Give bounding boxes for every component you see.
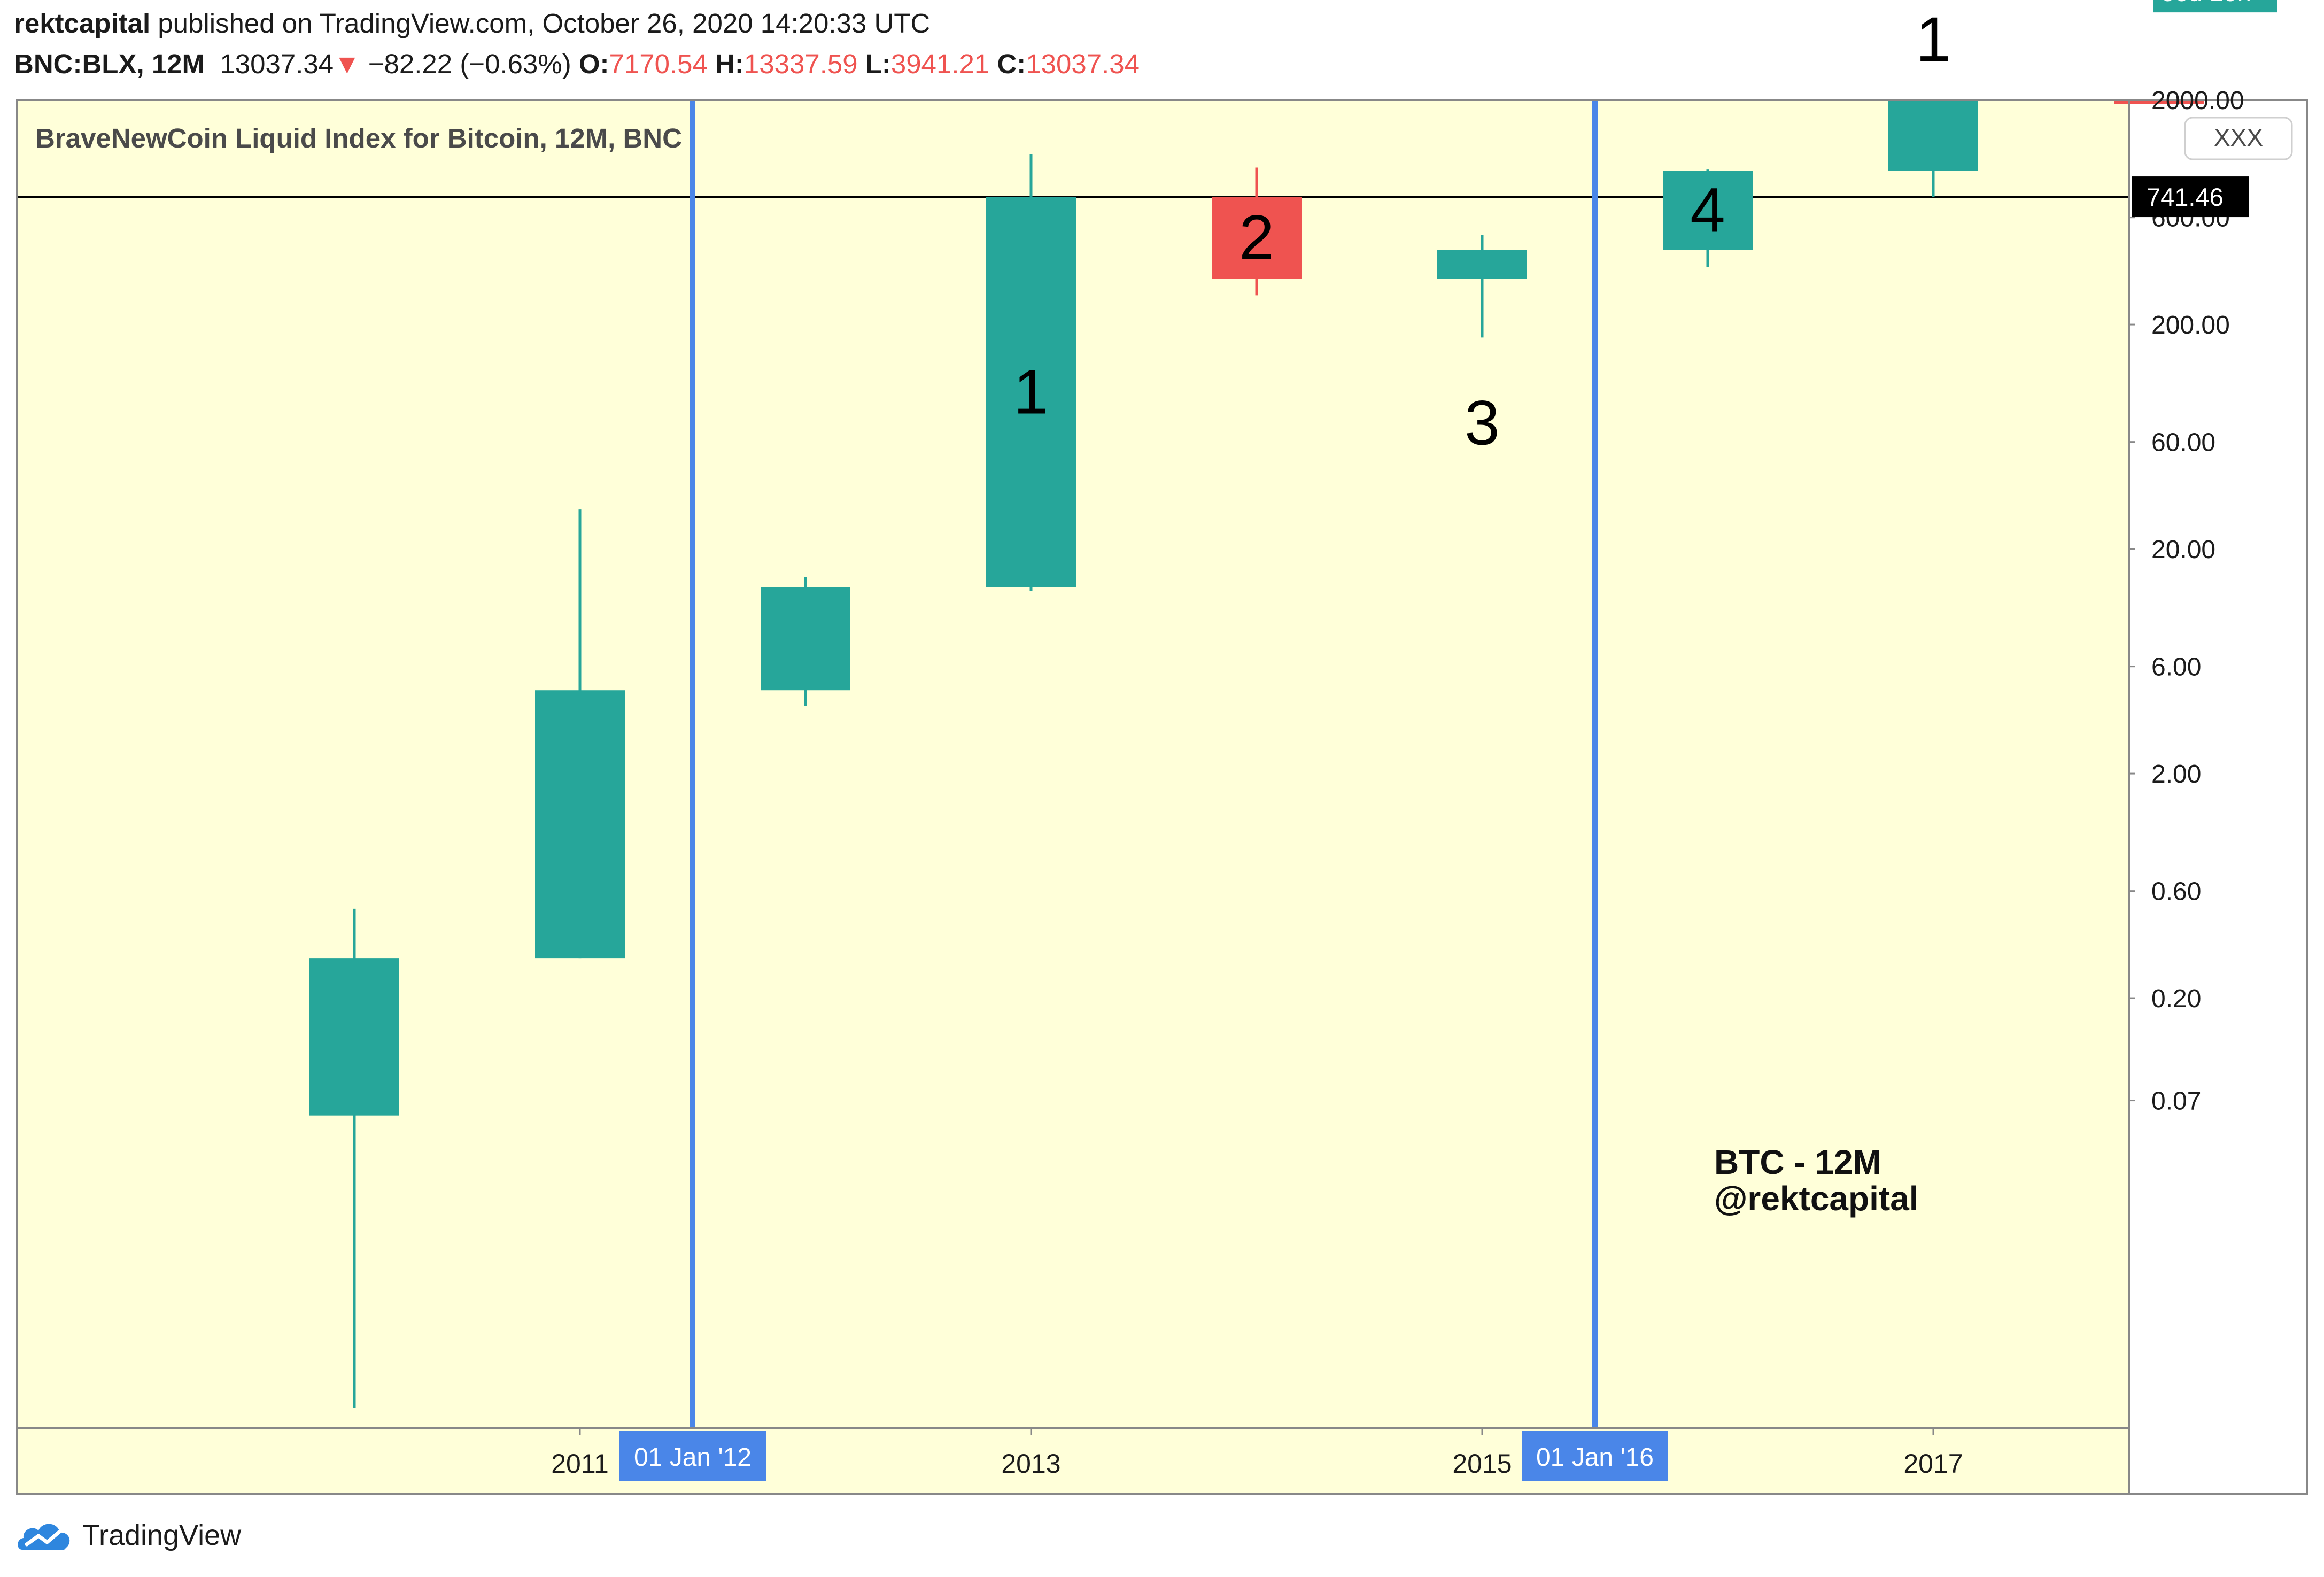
watermark-line-1: BTC - 12M: [1714, 1143, 1881, 1181]
x-tick-label-2[interactable]: 2015: [1452, 1449, 1512, 1479]
candle-body-2015[interactable]: [1437, 250, 1527, 279]
candle-body-2016[interactable]: [1663, 171, 1753, 250]
change-down-arrow-icon: ▼: [334, 49, 361, 79]
candle-2012[interactable]: [761, 577, 850, 706]
x-tick-label-3[interactable]: 2017: [1903, 1449, 1963, 1479]
y-tick-label-9[interactable]: 60.00: [2151, 429, 2215, 457]
close-label: C:: [997, 49, 1026, 79]
x-tick-label-1[interactable]: 2013: [1001, 1449, 1060, 1479]
currency-badge[interactable]: XXX: [2184, 117, 2293, 160]
y-tick-label-6[interactable]: 2000.00: [2151, 87, 2244, 115]
low-value: 3941.21: [890, 49, 990, 79]
open-label: O:: [578, 49, 609, 79]
low-label: L:: [865, 49, 891, 79]
candle-2014[interactable]: [1212, 167, 1302, 296]
candle-label-2013: 1: [1013, 357, 1049, 427]
candle-2016[interactable]: [1663, 169, 1753, 267]
candle-label-2016: 4: [1690, 175, 1725, 246]
candle-body-2018[interactable]: [2114, 101, 2204, 104]
candle-label-2014: 2: [1239, 203, 1274, 273]
close-value: 13037.34: [1026, 49, 1140, 79]
candle-body-2013[interactable]: [986, 197, 1076, 587]
candle-body-2017[interactable]: [1888, 101, 1978, 171]
x-tick-label-0[interactable]: 2011: [551, 1449, 609, 1479]
tradingview-logo[interactable]: TradingView: [15, 1514, 241, 1557]
candle-2011[interactable]: [535, 509, 625, 959]
vline-date-label-1[interactable]: 01 Jan '16: [1536, 1443, 1654, 1472]
author-name[interactable]: rektcapital: [14, 8, 151, 38]
candle-2010[interactable]: [309, 908, 399, 1408]
y-tick-label-10[interactable]: 20.00: [2151, 536, 2215, 564]
tradingview-brand: TradingView: [82, 1519, 242, 1551]
y-tick-label-14[interactable]: 0.20: [2151, 985, 2201, 1013]
candle-label-2017: 1: [1916, 4, 1951, 75]
last-price: 13037.34: [220, 49, 334, 79]
candle-body-2014[interactable]: [1212, 197, 1302, 279]
vline-date-label-0[interactable]: 01 Jan '12: [634, 1443, 752, 1472]
candle-2018[interactable]: [2114, 101, 2204, 104]
candle-2015[interactable]: [1437, 235, 1527, 338]
open-value: 7170.54: [609, 49, 708, 79]
cloud-icon: [18, 1524, 70, 1550]
symbol-label: BNC:BLX, 12M: [14, 49, 205, 79]
currency-badge-box[interactable]: [2184, 117, 2293, 160]
ohlc-legend: BNC:BLX, 12M 13037.34▼ −82.22 (−0.63%) O…: [14, 48, 1140, 80]
y-tick-label-12[interactable]: 2.00: [2151, 760, 2201, 788]
y-tick-label-15[interactable]: 0.07: [2151, 1087, 2201, 1116]
chart-frame: [16, 99, 2308, 1495]
currency-badge-label[interactable]: XXX: [2214, 123, 2263, 151]
publish-info: rektcapital published on TradingView.com…: [14, 7, 930, 39]
vline-date-badge-1[interactable]: [1522, 1431, 1668, 1481]
countdown-badge-label[interactable]: 66d 10h: [2160, 0, 2251, 6]
y-tick-label-11[interactable]: 6.00: [2151, 653, 2201, 682]
price-change: −82.22 (−0.63%): [368, 49, 571, 79]
candle-body-2012[interactable]: [761, 587, 850, 691]
candle-label-2015: 3: [1465, 388, 1500, 458]
y-tick-label-13[interactable]: 0.60: [2151, 878, 2201, 906]
countdown-badge-box[interactable]: [2153, 0, 2277, 13]
vline-date-badge-0[interactable]: [619, 1431, 766, 1481]
price-badge-low-box[interactable]: [2132, 176, 2249, 218]
y-tick-label-8[interactable]: 200.00: [2151, 311, 2230, 339]
high-label: H:: [715, 49, 744, 79]
candle-2013[interactable]: [986, 154, 1076, 591]
published-text: published on TradingView.com, October 26…: [158, 8, 931, 38]
candle-body-2011[interactable]: [535, 690, 625, 959]
candle-body-2010[interactable]: [309, 958, 399, 1116]
candle-2017[interactable]: [1888, 101, 1978, 197]
watermark-line-2: @rektcapital: [1714, 1179, 1919, 1218]
price-badge-low-label[interactable]: 741.46: [2147, 183, 2224, 211]
high-value: 13337.59: [743, 49, 858, 79]
chart-title: BraveNewCoin Liquid Index for Bitcoin, 1…: [35, 123, 682, 153]
